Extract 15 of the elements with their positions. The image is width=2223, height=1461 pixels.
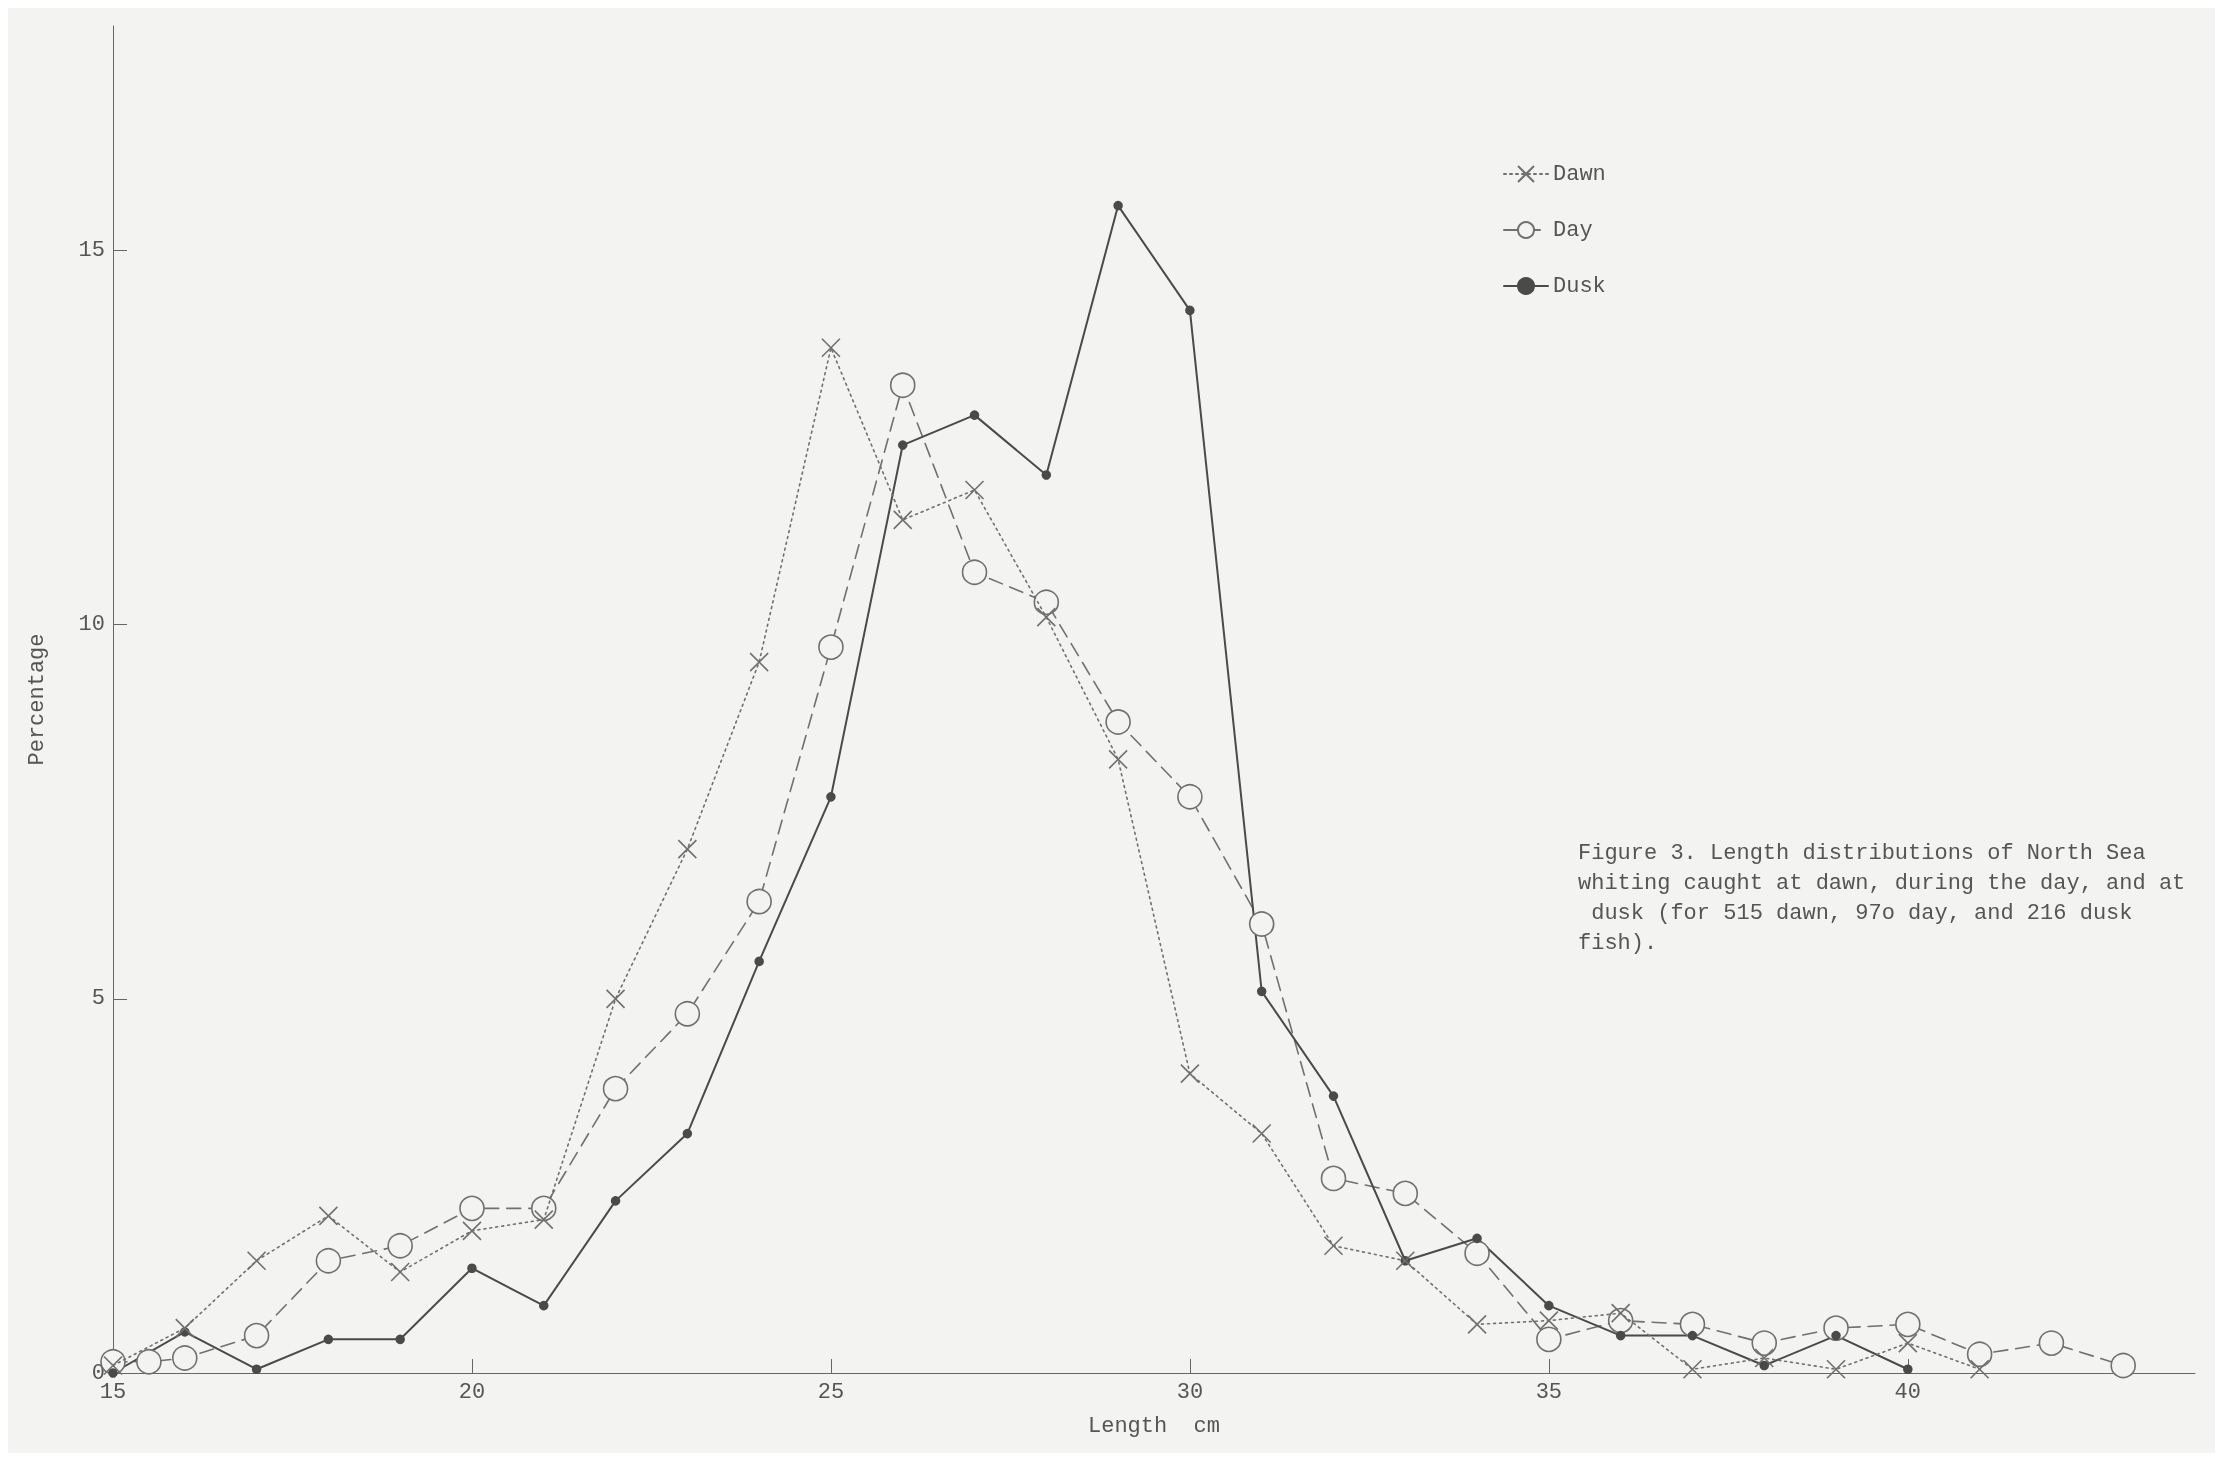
y-tick-label: 0 [91, 1360, 105, 1386]
x-tick-label: 35 [1535, 1379, 1563, 1405]
x-tick-label: 20 [458, 1379, 486, 1405]
x-tick-label: 25 [817, 1379, 845, 1405]
y-tick-label: 5 [91, 986, 105, 1012]
y-tick-label: 15 [78, 238, 105, 263]
legend-label: Day [1553, 217, 1593, 243]
y-tick-label: 10 [78, 612, 105, 638]
x-tick-label: 30 [1176, 1379, 1204, 1405]
legend-label: Dawn [1553, 161, 1606, 187]
annotation: Figure 3. Length distributions of North Sea whiting caught at dawn, during the day, and at dusk (for 515 dawn, 97o day, and 216 dusk fish). [1578, 840, 2186, 956]
x-tick-label: 40 [1894, 1379, 1922, 1405]
legend-label: Dusk [1553, 273, 1606, 299]
y-axis-title: Percentage [24, 633, 50, 766]
x-axis-title: Length cm [1087, 1413, 1221, 1439]
